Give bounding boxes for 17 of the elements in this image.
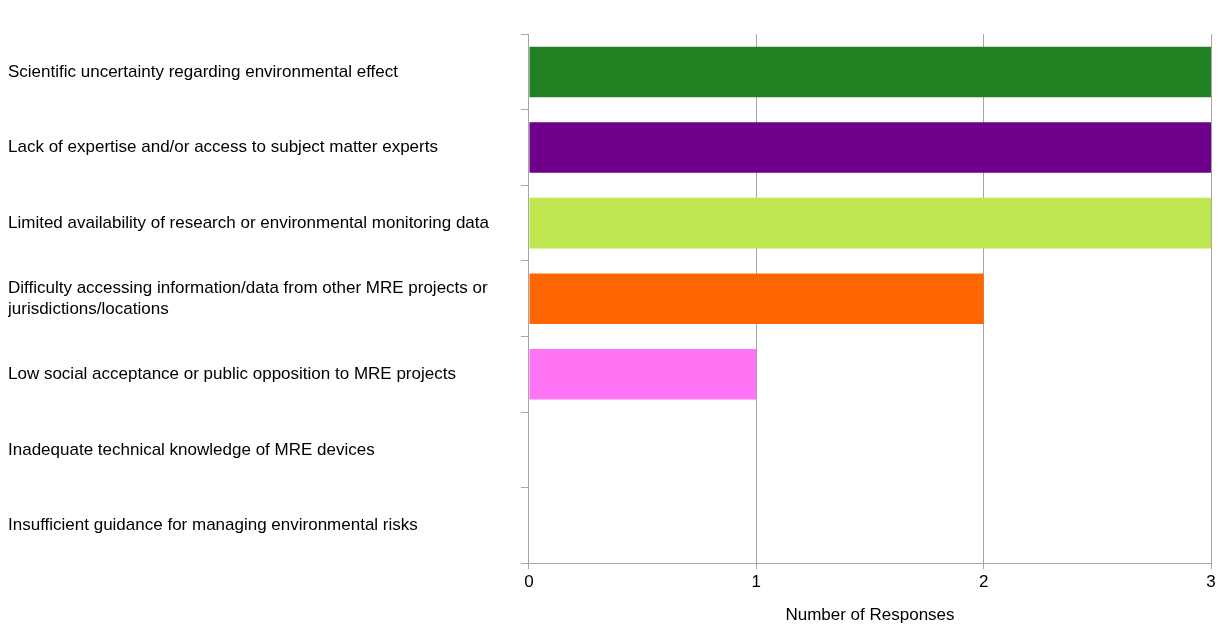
bar	[529, 122, 1211, 173]
x-axis-title: Number of Responses	[785, 605, 955, 625]
bar	[529, 46, 1211, 98]
y-tick-label: Low social acceptance or public opposition to MRE projects	[8, 363, 456, 383]
y-tick-label: Lack of expertise and/or access to subject matter experts	[8, 137, 438, 157]
y-tick-label: Insufficient guidance for managing environmental risks	[8, 515, 418, 535]
x-tick-label: 1	[751, 572, 762, 592]
x-tick-label: 3	[1206, 572, 1216, 592]
y-tick-label: Scientific uncertainty regarding environmental effect	[8, 61, 399, 81]
y-tick-label: Difficulty accessing information/data from other MRE projects or jurisdictions/locations	[7, 278, 488, 318]
bar	[529, 348, 757, 400]
bar	[529, 273, 984, 325]
y-tick-label: Limited availability of research or environmental monitoring data	[8, 212, 490, 232]
bar	[529, 197, 1211, 249]
x-tick-label: 2	[978, 572, 989, 592]
x-tick-label: 0	[524, 572, 534, 592]
y-tick-label: Inadequate technical knowledge of MRE devices	[8, 439, 375, 459]
